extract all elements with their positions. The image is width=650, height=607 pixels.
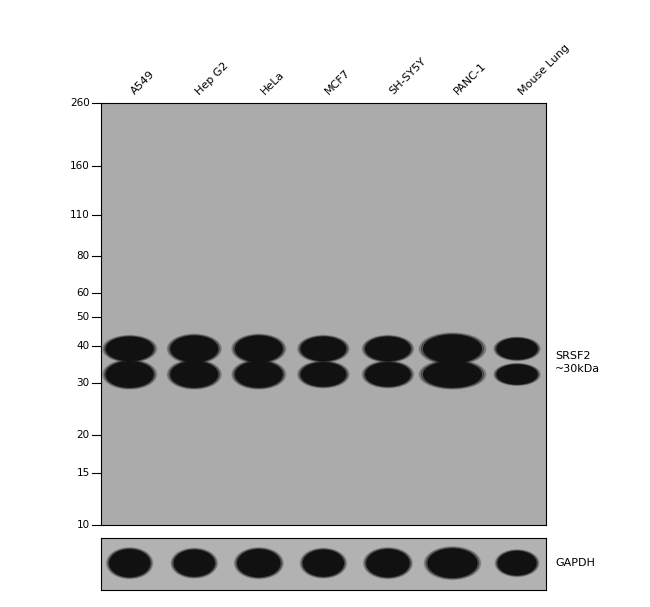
Ellipse shape — [362, 336, 413, 362]
Ellipse shape — [365, 549, 411, 578]
Ellipse shape — [301, 363, 346, 386]
Ellipse shape — [497, 551, 538, 575]
Ellipse shape — [364, 336, 412, 361]
Ellipse shape — [171, 548, 217, 578]
Text: Hep G2: Hep G2 — [194, 61, 231, 97]
Ellipse shape — [498, 552, 536, 575]
Ellipse shape — [108, 549, 151, 578]
Ellipse shape — [304, 551, 343, 576]
Text: SRSF2
~30kDa: SRSF2 ~30kDa — [555, 351, 600, 375]
Text: 60: 60 — [77, 288, 90, 298]
Ellipse shape — [300, 336, 347, 361]
Ellipse shape — [298, 336, 349, 362]
Ellipse shape — [367, 550, 409, 577]
Ellipse shape — [298, 361, 349, 388]
Text: 15: 15 — [76, 467, 90, 478]
Ellipse shape — [105, 336, 155, 361]
Ellipse shape — [419, 360, 486, 389]
Ellipse shape — [174, 551, 214, 576]
Text: 20: 20 — [77, 430, 90, 440]
Ellipse shape — [426, 548, 479, 578]
Ellipse shape — [238, 550, 280, 577]
Ellipse shape — [362, 361, 413, 388]
Ellipse shape — [107, 548, 153, 578]
Ellipse shape — [424, 547, 480, 580]
Text: 160: 160 — [70, 161, 90, 171]
Ellipse shape — [497, 339, 537, 359]
Ellipse shape — [171, 336, 218, 362]
Ellipse shape — [167, 360, 221, 389]
Ellipse shape — [424, 335, 482, 362]
Ellipse shape — [169, 335, 220, 362]
Text: GAPDH: GAPDH — [555, 558, 595, 568]
Ellipse shape — [103, 360, 157, 389]
Ellipse shape — [103, 336, 157, 362]
Ellipse shape — [169, 361, 220, 388]
Ellipse shape — [421, 334, 484, 364]
Ellipse shape — [173, 549, 216, 577]
Text: 30: 30 — [77, 378, 90, 388]
Text: 110: 110 — [70, 209, 90, 220]
Ellipse shape — [167, 334, 221, 364]
Ellipse shape — [494, 337, 540, 361]
Ellipse shape — [301, 337, 346, 361]
Ellipse shape — [366, 337, 410, 361]
Text: 40: 40 — [77, 341, 90, 351]
Ellipse shape — [107, 362, 153, 387]
Text: HeLa: HeLa — [259, 70, 286, 97]
Ellipse shape — [171, 362, 218, 387]
Text: 260: 260 — [70, 98, 90, 108]
Text: 10: 10 — [77, 520, 90, 530]
Ellipse shape — [424, 362, 482, 387]
Ellipse shape — [366, 363, 410, 386]
Ellipse shape — [428, 549, 477, 577]
Ellipse shape — [419, 333, 486, 365]
Ellipse shape — [300, 362, 347, 387]
Ellipse shape — [105, 361, 155, 388]
Text: A549: A549 — [130, 69, 157, 97]
Ellipse shape — [497, 365, 537, 384]
Text: PANC-1: PANC-1 — [452, 61, 488, 97]
Ellipse shape — [235, 336, 282, 362]
Ellipse shape — [421, 361, 484, 388]
Ellipse shape — [236, 549, 281, 578]
Ellipse shape — [233, 361, 284, 388]
Ellipse shape — [232, 360, 286, 389]
Ellipse shape — [495, 338, 539, 360]
Ellipse shape — [364, 362, 412, 387]
Ellipse shape — [300, 548, 346, 578]
Text: MCF7: MCF7 — [324, 68, 352, 97]
Text: Mouse Lung: Mouse Lung — [517, 42, 571, 97]
Ellipse shape — [107, 337, 153, 361]
Text: 80: 80 — [77, 251, 90, 261]
Text: 50: 50 — [77, 311, 90, 322]
Ellipse shape — [302, 549, 345, 577]
Ellipse shape — [495, 364, 539, 385]
Text: SH-SY5Y: SH-SY5Y — [388, 56, 428, 97]
Ellipse shape — [232, 334, 286, 364]
Ellipse shape — [495, 550, 539, 577]
Ellipse shape — [363, 548, 412, 578]
Ellipse shape — [494, 364, 540, 385]
Ellipse shape — [235, 548, 283, 578]
Ellipse shape — [235, 362, 282, 387]
Ellipse shape — [110, 550, 150, 577]
Ellipse shape — [233, 335, 284, 362]
